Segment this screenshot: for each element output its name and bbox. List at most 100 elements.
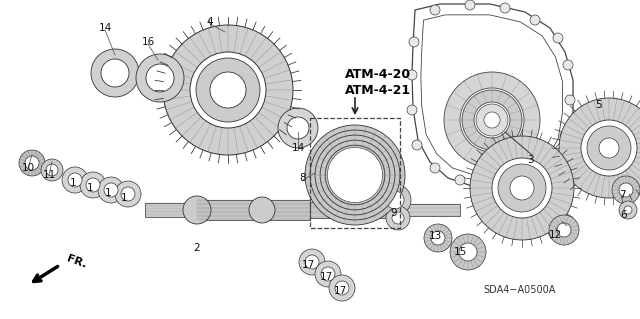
Text: 5: 5 — [595, 100, 602, 110]
Circle shape — [459, 243, 477, 261]
Circle shape — [619, 183, 633, 197]
Circle shape — [612, 176, 640, 204]
Circle shape — [392, 212, 404, 224]
Circle shape — [557, 223, 571, 237]
Circle shape — [80, 172, 106, 198]
Circle shape — [462, 90, 522, 150]
Circle shape — [450, 234, 486, 270]
Text: 4: 4 — [207, 17, 213, 27]
Circle shape — [379, 184, 411, 216]
Circle shape — [315, 135, 395, 215]
Text: 15: 15 — [453, 247, 467, 257]
Circle shape — [287, 117, 309, 139]
Circle shape — [329, 149, 381, 201]
Circle shape — [619, 201, 637, 219]
Circle shape — [210, 72, 246, 108]
Circle shape — [407, 70, 417, 80]
Circle shape — [474, 102, 510, 138]
Circle shape — [46, 164, 58, 176]
Circle shape — [98, 177, 124, 203]
Circle shape — [91, 49, 139, 97]
Circle shape — [581, 120, 637, 176]
Circle shape — [25, 156, 39, 170]
Circle shape — [424, 224, 452, 252]
Circle shape — [41, 159, 63, 181]
Text: 17: 17 — [333, 286, 347, 296]
Circle shape — [115, 181, 141, 207]
Text: 8: 8 — [300, 173, 307, 183]
Circle shape — [19, 150, 45, 176]
Circle shape — [484, 112, 500, 128]
Circle shape — [329, 275, 355, 301]
Circle shape — [196, 58, 260, 122]
Text: ATM-4-20: ATM-4-20 — [345, 69, 411, 81]
Circle shape — [587, 126, 631, 170]
Circle shape — [190, 52, 266, 128]
Circle shape — [183, 196, 211, 224]
Circle shape — [485, 178, 495, 188]
Circle shape — [412, 140, 422, 150]
Circle shape — [431, 231, 445, 245]
Circle shape — [559, 98, 640, 198]
Circle shape — [624, 206, 632, 214]
Polygon shape — [310, 202, 400, 218]
Circle shape — [249, 197, 275, 223]
Circle shape — [510, 176, 534, 200]
Circle shape — [409, 37, 419, 47]
Circle shape — [553, 33, 563, 43]
Text: 9: 9 — [390, 208, 397, 218]
Circle shape — [315, 261, 341, 287]
Circle shape — [101, 59, 129, 87]
Circle shape — [305, 125, 405, 225]
Text: 10: 10 — [21, 163, 35, 173]
Circle shape — [104, 183, 118, 197]
Circle shape — [455, 175, 465, 185]
Text: 14: 14 — [291, 143, 305, 153]
Circle shape — [460, 88, 524, 152]
Circle shape — [68, 173, 82, 187]
Circle shape — [163, 25, 293, 155]
Text: 11: 11 — [42, 170, 56, 180]
Text: 6: 6 — [621, 210, 627, 220]
Circle shape — [320, 140, 390, 210]
Text: 1: 1 — [86, 183, 93, 193]
Circle shape — [305, 255, 319, 269]
Polygon shape — [197, 200, 310, 220]
Circle shape — [328, 147, 383, 203]
Circle shape — [492, 158, 552, 218]
Circle shape — [332, 152, 378, 198]
Circle shape — [549, 215, 579, 245]
Text: ATM-4-21: ATM-4-21 — [345, 85, 411, 98]
Polygon shape — [145, 203, 195, 217]
Circle shape — [386, 191, 404, 209]
Text: 17: 17 — [319, 272, 333, 282]
Circle shape — [335, 281, 349, 295]
Circle shape — [465, 0, 475, 10]
Circle shape — [563, 60, 573, 70]
Text: 14: 14 — [99, 23, 111, 33]
Text: 16: 16 — [141, 37, 155, 47]
Circle shape — [299, 249, 325, 275]
Circle shape — [121, 187, 135, 201]
Text: FR.: FR. — [65, 254, 88, 270]
Text: 17: 17 — [301, 260, 315, 270]
Circle shape — [86, 178, 100, 192]
Circle shape — [565, 95, 575, 105]
Bar — [310, 118, 400, 228]
Text: 7: 7 — [619, 190, 625, 200]
Circle shape — [136, 54, 184, 102]
Circle shape — [62, 167, 88, 193]
Circle shape — [278, 108, 318, 148]
Circle shape — [515, 175, 525, 185]
Text: SDA4−A0500A: SDA4−A0500A — [484, 285, 556, 295]
Circle shape — [498, 164, 546, 212]
Polygon shape — [400, 204, 460, 216]
Circle shape — [530, 15, 540, 25]
Circle shape — [430, 163, 440, 173]
Circle shape — [599, 138, 619, 158]
Circle shape — [333, 153, 377, 197]
Text: 12: 12 — [548, 230, 562, 240]
Circle shape — [310, 130, 400, 220]
Text: 13: 13 — [428, 231, 442, 241]
Text: 1: 1 — [105, 188, 111, 198]
